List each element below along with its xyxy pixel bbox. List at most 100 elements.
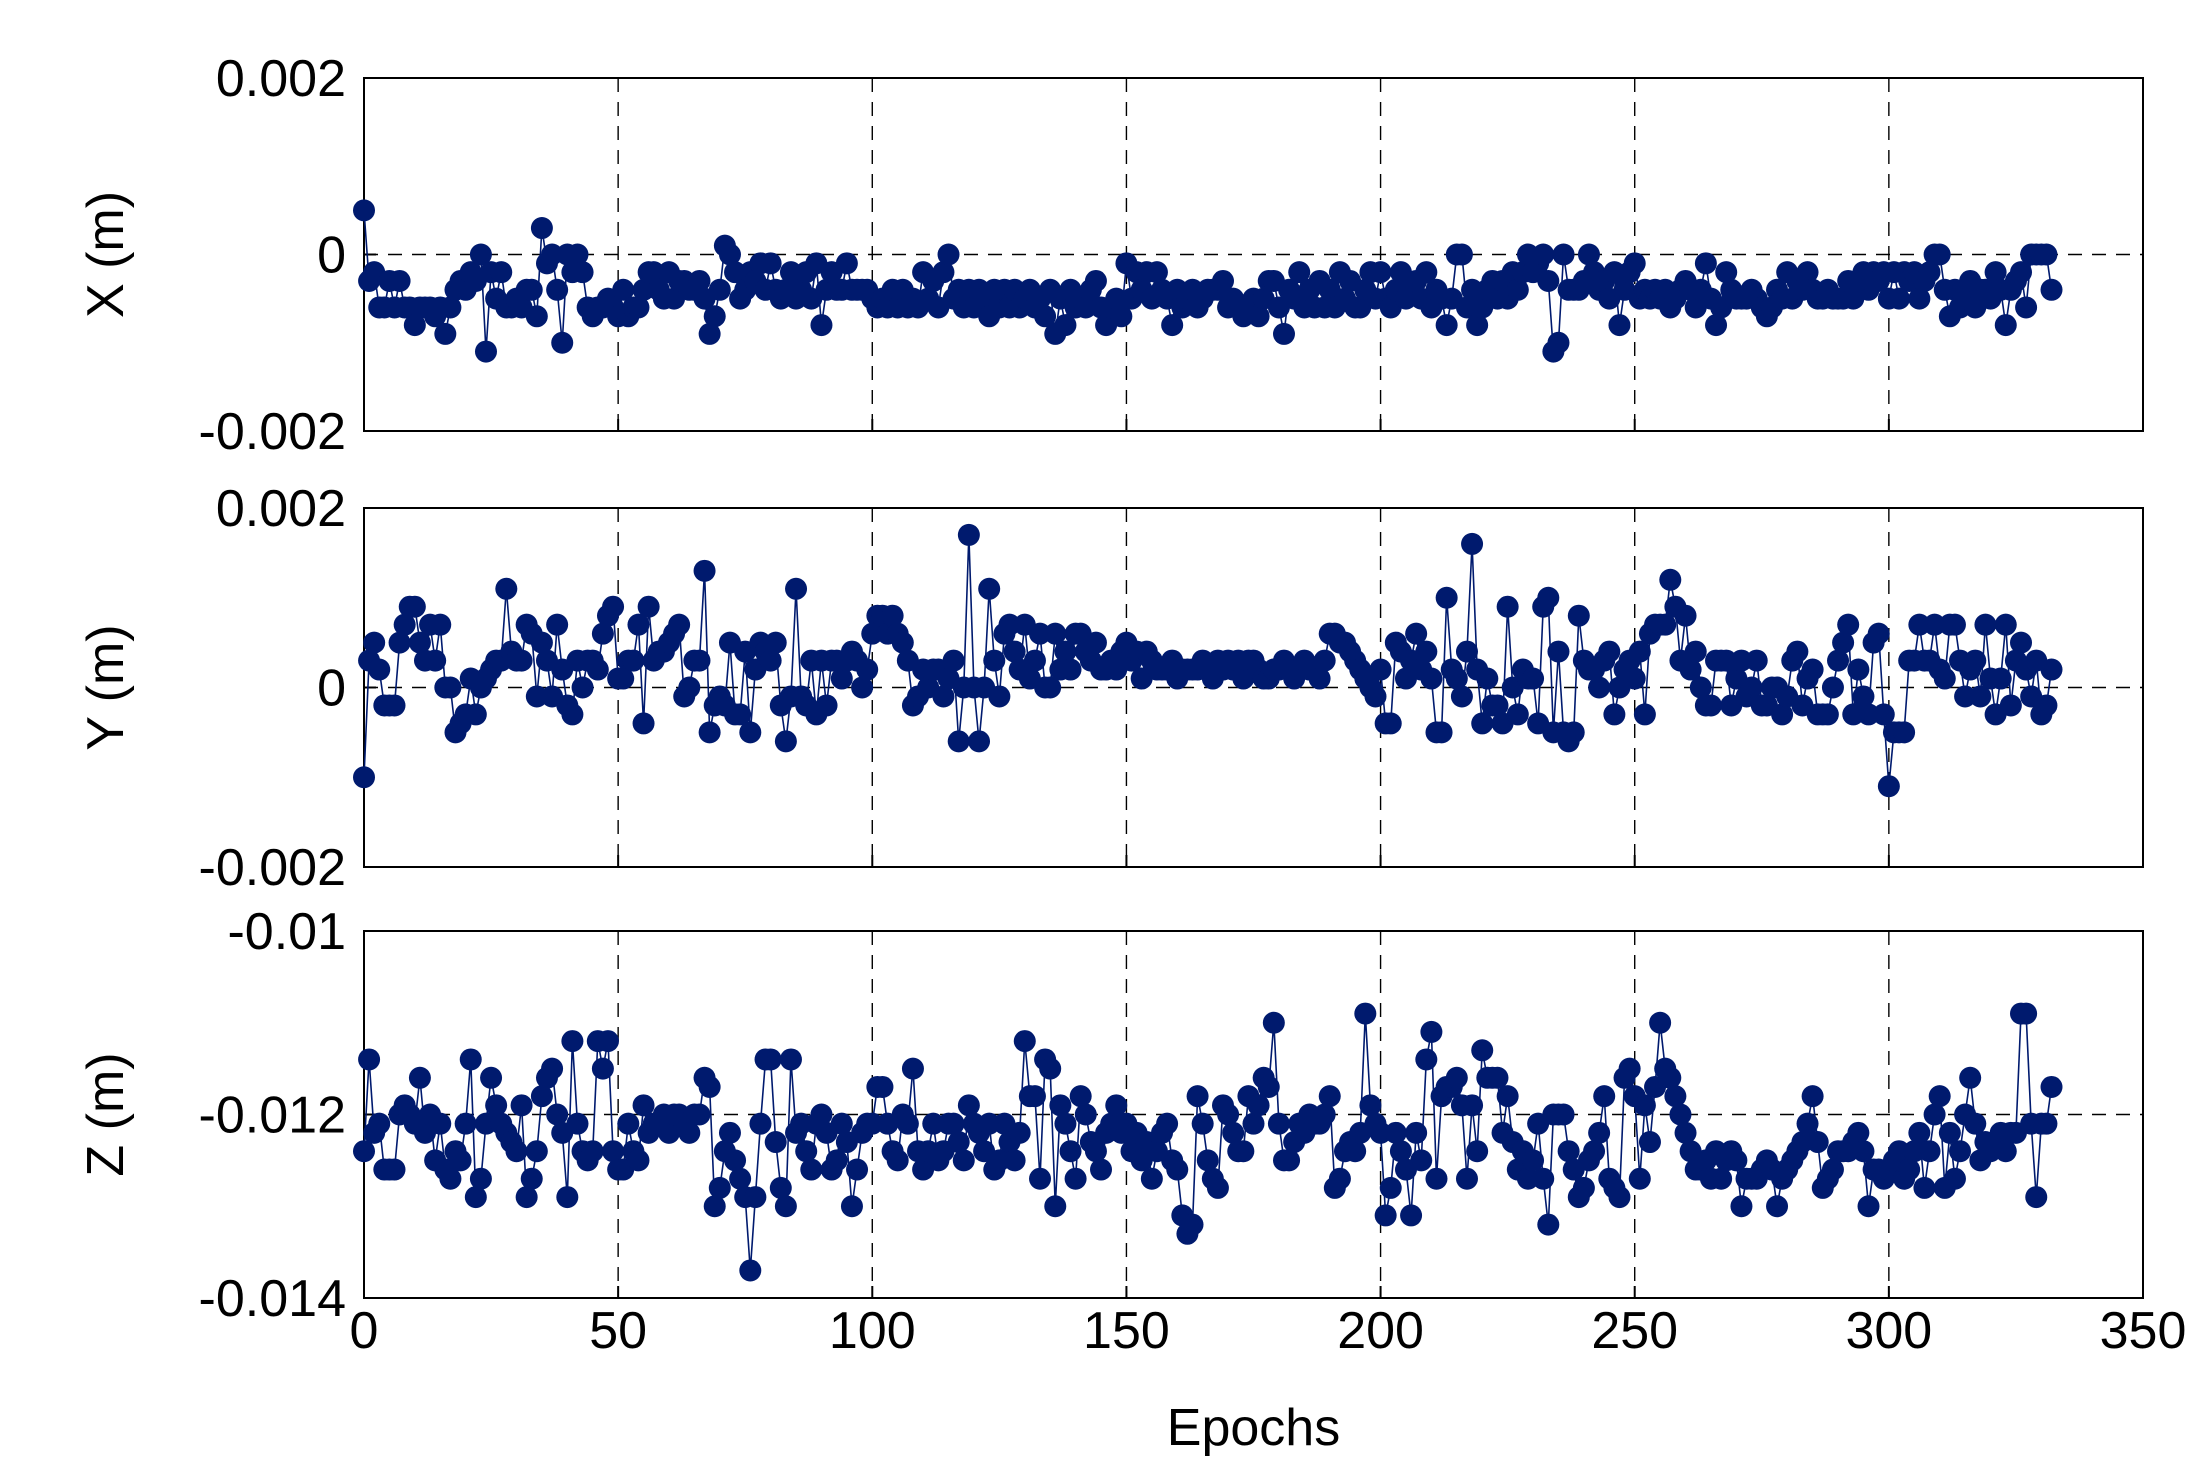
data-point: [1344, 1140, 1367, 1163]
data-point: [1532, 243, 1555, 266]
data-point: [439, 296, 462, 319]
subplot: -0.002 0 0.002 Y (m): [77, 480, 2144, 897]
data-point: [1191, 1112, 1214, 1135]
data-point: [1069, 1085, 1092, 1108]
data-point: [1918, 1140, 1941, 1163]
data-point: [434, 322, 457, 345]
data-point: [1928, 243, 1951, 266]
data-point: [1877, 775, 1900, 798]
x-tick-label: 0: [350, 1302, 379, 1360]
data-point: [627, 613, 650, 636]
data-point: [1699, 694, 1722, 717]
x-tick-label: 150: [1083, 1302, 1170, 1360]
data-point: [1445, 667, 1468, 690]
data-point: [1994, 1140, 2017, 1163]
data-point: [627, 1149, 650, 1172]
data-point: [1461, 1094, 1484, 1117]
data-point: [1913, 1176, 1936, 1199]
data-point: [947, 1131, 970, 1154]
data-point: [1994, 314, 2017, 337]
data-point: [1649, 1011, 1672, 1034]
data-point: [485, 1094, 508, 1117]
data-point: [998, 613, 1021, 636]
data-point: [1684, 640, 1707, 663]
data-point: [1217, 1103, 1240, 1126]
data-point: [708, 1176, 731, 1199]
data-point: [779, 261, 802, 284]
data-point: [546, 278, 569, 301]
data-point: [642, 261, 665, 284]
data-point: [1267, 1112, 1290, 1135]
data-point: [530, 1085, 553, 1108]
data-point: [1522, 667, 1545, 690]
data-point: [541, 243, 564, 266]
y-tick-label: -0.002: [199, 403, 346, 461]
data-point: [744, 1186, 767, 1209]
data-point: [1572, 1176, 1595, 1199]
data-point: [1496, 1085, 1519, 1108]
data-point: [1212, 269, 1235, 292]
data-point: [632, 1094, 655, 1117]
data-point: [1888, 1140, 1911, 1163]
data-point: [510, 1094, 533, 1117]
data-point: [1308, 667, 1331, 690]
data-point: [932, 261, 955, 284]
data-point: [561, 703, 584, 726]
data-point: [2015, 1002, 2038, 1025]
data-point: [1445, 1066, 1468, 1089]
data-point: [1608, 1186, 1631, 1209]
data-point: [1628, 1167, 1651, 1190]
data-point: [1400, 1204, 1423, 1227]
data-point: [459, 1048, 482, 1071]
data-point: [693, 559, 716, 582]
data-point: [1166, 1158, 1189, 1181]
data-point: [1181, 1213, 1204, 1236]
data-point: [810, 1103, 833, 1126]
data-point: [1379, 1176, 1402, 1199]
data-point: [1918, 261, 1941, 284]
data-point: [830, 667, 853, 690]
data-point: [1588, 676, 1611, 699]
data-point: [1257, 1075, 1280, 1098]
data-point: [1318, 1085, 1341, 1108]
data-point: [1852, 1140, 1875, 1163]
data-point: [729, 1167, 752, 1190]
data-point: [1389, 1140, 1412, 1163]
data-point: [525, 305, 548, 328]
data-point: [759, 1048, 782, 1071]
data-point: [1435, 586, 1458, 609]
data-point: [1039, 1057, 1062, 1080]
data-point: [886, 1149, 909, 1172]
data-point: [1562, 721, 1585, 744]
data-point: [1801, 658, 1824, 681]
x-tick-label: 200: [1337, 1302, 1424, 1360]
data-point: [1786, 640, 1809, 663]
data-point: [774, 1195, 797, 1218]
data-point: [1969, 685, 1992, 708]
data-point: [388, 631, 411, 654]
data-point: [1206, 1176, 1229, 1199]
data-point: [1506, 703, 1529, 726]
data-point: [1039, 676, 1062, 699]
data-point: [1628, 640, 1651, 663]
data-point: [622, 649, 645, 672]
data-point: [957, 1094, 980, 1117]
data-point: [1745, 649, 1768, 672]
axes-frame: [363, 930, 2144, 1299]
data-point: [520, 1167, 543, 1190]
data-point: [1430, 721, 1453, 744]
data-point: [632, 278, 655, 301]
data-point: [510, 649, 533, 672]
data-point: [708, 278, 731, 301]
data-point: [952, 1149, 975, 1172]
data-point: [703, 1195, 726, 1218]
data-point: [1857, 703, 1880, 726]
data-point: [439, 1167, 462, 1190]
data-point: [1313, 1103, 1336, 1126]
y-tick-label: 0.002: [216, 50, 346, 108]
data-point: [1476, 667, 1499, 690]
data-point: [474, 1112, 497, 1135]
data-point: [988, 685, 1011, 708]
data-point: [1003, 640, 1026, 663]
data-point: [800, 1158, 823, 1181]
